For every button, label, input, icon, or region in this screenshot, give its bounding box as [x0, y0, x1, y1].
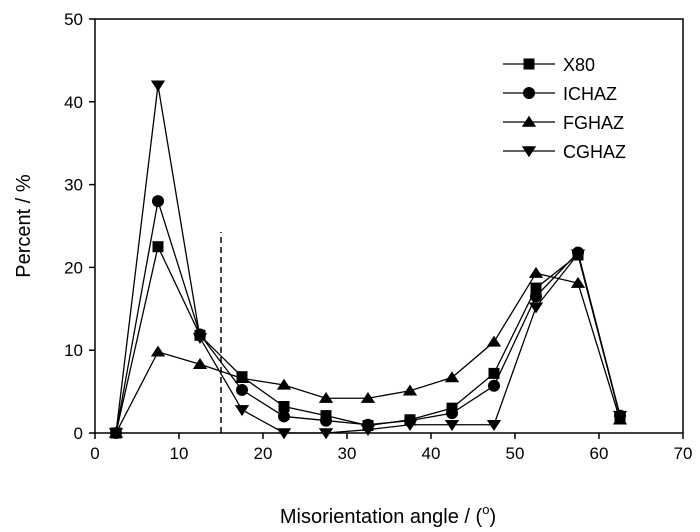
data-point — [152, 195, 164, 208]
data-point — [530, 282, 542, 294]
data-point — [318, 391, 334, 403]
x-tick-label: 0 — [90, 444, 99, 463]
data-point — [276, 428, 292, 440]
data-point — [152, 241, 164, 253]
plot-area-border — [94, 18, 684, 434]
legend-label: ICHAZ — [563, 84, 617, 104]
series-layer — [108, 80, 628, 440]
legend-label: X80 — [563, 55, 595, 75]
x-tick-label: 50 — [506, 444, 525, 463]
data-point — [360, 424, 376, 436]
data-point — [360, 391, 376, 403]
series-cghaz — [108, 80, 628, 440]
x-tick-label: 60 — [590, 444, 609, 463]
data-point — [278, 401, 290, 413]
x-tick-label: 20 — [254, 444, 273, 463]
legend-marker — [521, 146, 537, 158]
series-line — [115, 85, 621, 434]
y-tick-label: 40 — [64, 93, 83, 112]
legend-item-cghaz: CGHAZ — [503, 142, 626, 162]
legend-label: FGHAZ — [563, 113, 624, 133]
legend-marker — [523, 87, 535, 99]
x-tick-label: 40 — [422, 444, 441, 463]
legend-label: CGHAZ — [563, 142, 626, 162]
data-point — [276, 378, 292, 390]
data-point — [150, 345, 166, 357]
data-point — [108, 428, 124, 440]
legend-marker — [523, 58, 535, 70]
y-axis-title: Percent / % — [13, 174, 35, 278]
data-point — [150, 80, 166, 92]
data-point — [320, 414, 332, 427]
y-tick-label: 0 — [74, 424, 83, 443]
plot-frame — [94, 18, 684, 434]
data-point — [612, 410, 628, 422]
data-point — [318, 428, 334, 440]
x-tick-label: 70 — [674, 444, 693, 463]
x-tick-label: 30 — [338, 444, 357, 463]
axis-ticks: 0 10 20 30 40 50 60 70 0 10 20 30 40 50 — [64, 10, 692, 463]
data-point — [486, 335, 502, 347]
series-x80 — [110, 241, 626, 439]
data-point — [444, 420, 460, 431]
data-point — [402, 384, 418, 396]
data-point — [402, 420, 418, 431]
data-point — [486, 420, 502, 431]
data-point — [488, 367, 500, 379]
data-point — [446, 407, 458, 420]
data-point — [234, 405, 250, 417]
data-point — [488, 379, 500, 392]
legend-item-ichaz: ICHAZ — [503, 84, 617, 104]
data-point — [570, 276, 586, 288]
y-tick-label: 50 — [64, 10, 83, 29]
data-point — [530, 290, 542, 303]
y-tick-label: 20 — [64, 258, 83, 277]
x-axis-title-main: Misorientation angle / ( — [280, 506, 483, 528]
data-point — [192, 333, 208, 345]
y-tick-label: 10 — [64, 341, 83, 360]
legend: X80 ICHAZ FGHAZ CGHAZ — [503, 55, 626, 162]
data-point — [192, 358, 208, 369]
x-axis-title-tail: ) — [489, 506, 496, 528]
data-point — [444, 371, 460, 383]
x-axis-title: Misorientation angle / (o) — [280, 502, 496, 528]
data-point — [236, 383, 248, 396]
data-point — [278, 410, 290, 423]
data-point — [528, 302, 544, 314]
legend-marker — [521, 115, 537, 127]
data-point — [570, 249, 586, 261]
series-fghaz — [108, 266, 628, 438]
data-point — [528, 266, 544, 278]
legend-item-x80: X80 — [503, 55, 595, 75]
legend-item-fghaz: FGHAZ — [503, 113, 624, 133]
x-axis-title-superscript: o — [482, 502, 489, 517]
y-tick-label: 30 — [64, 176, 83, 195]
data-point — [234, 372, 250, 384]
x-tick-label: 10 — [170, 444, 189, 463]
